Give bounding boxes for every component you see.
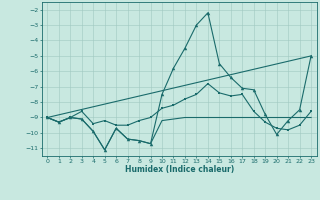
X-axis label: Humidex (Indice chaleur): Humidex (Indice chaleur)	[124, 165, 234, 174]
